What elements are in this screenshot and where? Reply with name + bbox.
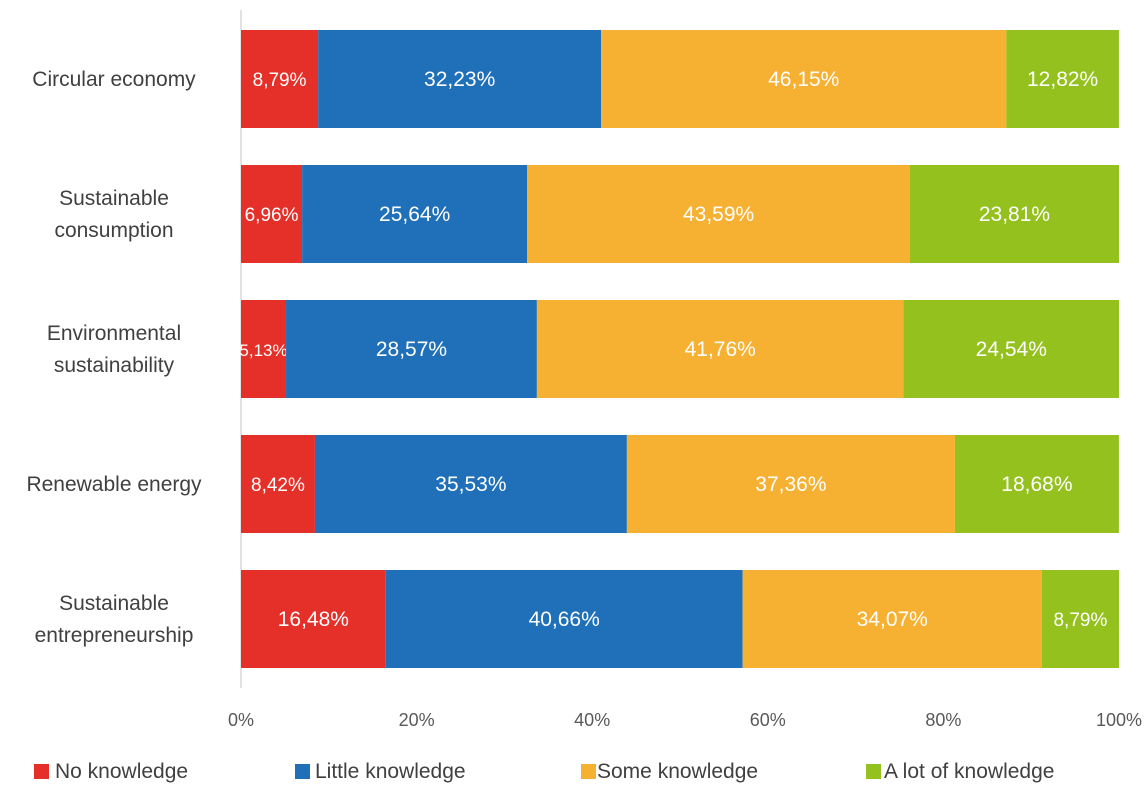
bar-segment [1041, 570, 1119, 668]
category-label: Renewable energy [26, 473, 202, 496]
x-tick-label: 0% [228, 710, 254, 730]
legend-swatch [866, 764, 881, 779]
data-label: 6,96% [245, 205, 299, 226]
bar-segment [527, 165, 910, 263]
bar-segment [241, 300, 287, 398]
bar-segment [241, 435, 315, 533]
legend-label: A lot of knowledge [884, 760, 1054, 783]
bar-segment [286, 300, 537, 398]
data-label: 40,66% [529, 608, 600, 631]
bar-segment [626, 435, 955, 533]
bar-segment [241, 165, 303, 263]
bar-segment [954, 435, 1119, 533]
category-label-line: Sustainable [59, 187, 169, 210]
data-label: 8,79% [1053, 610, 1107, 631]
x-tick-label: 60% [750, 710, 786, 730]
data-label: 34,07% [857, 608, 928, 631]
data-label: 8,42% [251, 475, 305, 496]
category-label: Circular economy [32, 68, 196, 91]
data-label: 28,57% [376, 338, 447, 361]
category-label-line: Environmental [47, 322, 181, 345]
data-label: 12,82% [1027, 68, 1098, 91]
data-label: 32,23% [424, 68, 495, 91]
data-label: 18,68% [1001, 473, 1072, 496]
legend-swatch [34, 764, 49, 779]
legend-label: Some knowledge [597, 760, 758, 783]
bar-segment [385, 570, 743, 668]
data-label: 8,79% [253, 70, 307, 91]
bar-segment [241, 570, 386, 668]
data-label: 23,81% [979, 203, 1050, 226]
data-label: 37,36% [755, 473, 826, 496]
bar-segment [241, 30, 319, 128]
bar-segment [318, 30, 602, 128]
category-label-line: Circular economy [32, 68, 196, 91]
bar-segment [903, 300, 1119, 398]
x-tick-label: 80% [925, 710, 961, 730]
category-label-line: entrepreneurship [35, 624, 194, 647]
bar-segment [742, 570, 1042, 668]
bar-segment [909, 165, 1119, 263]
bar-segment [601, 30, 1007, 128]
legend-swatch [295, 764, 310, 779]
data-label: 41,76% [685, 338, 756, 361]
category-label-line: sustainability [54, 354, 175, 377]
legend-label: Little knowledge [315, 760, 466, 783]
legend-swatch [581, 764, 596, 779]
category-label-line: Renewable energy [26, 473, 202, 496]
bar-segment [314, 435, 627, 533]
data-label: 46,15% [768, 68, 839, 91]
data-label: 16,48% [278, 608, 349, 631]
data-label: 24,54% [976, 338, 1047, 361]
category-label: Sustainable consumption [54, 187, 173, 242]
bar-segment [302, 165, 528, 263]
data-label: 35,53% [435, 473, 506, 496]
x-tick-label: 100% [1096, 710, 1142, 730]
x-tick-label: 20% [399, 710, 435, 730]
legend-label: No knowledge [55, 760, 188, 783]
category-label: Sustainable entrepreneurship [35, 592, 194, 647]
category-label: Environmental sustainability [47, 322, 181, 377]
x-tick-label: 40% [574, 710, 610, 730]
data-label: 5,13% [239, 341, 287, 360]
bar-segment [536, 300, 904, 398]
data-label: 25,64% [379, 203, 450, 226]
data-label: 43,59% [683, 203, 754, 226]
category-label-line: consumption [54, 219, 173, 242]
bar-segment [1006, 30, 1119, 128]
category-label-line: Sustainable [59, 592, 169, 615]
